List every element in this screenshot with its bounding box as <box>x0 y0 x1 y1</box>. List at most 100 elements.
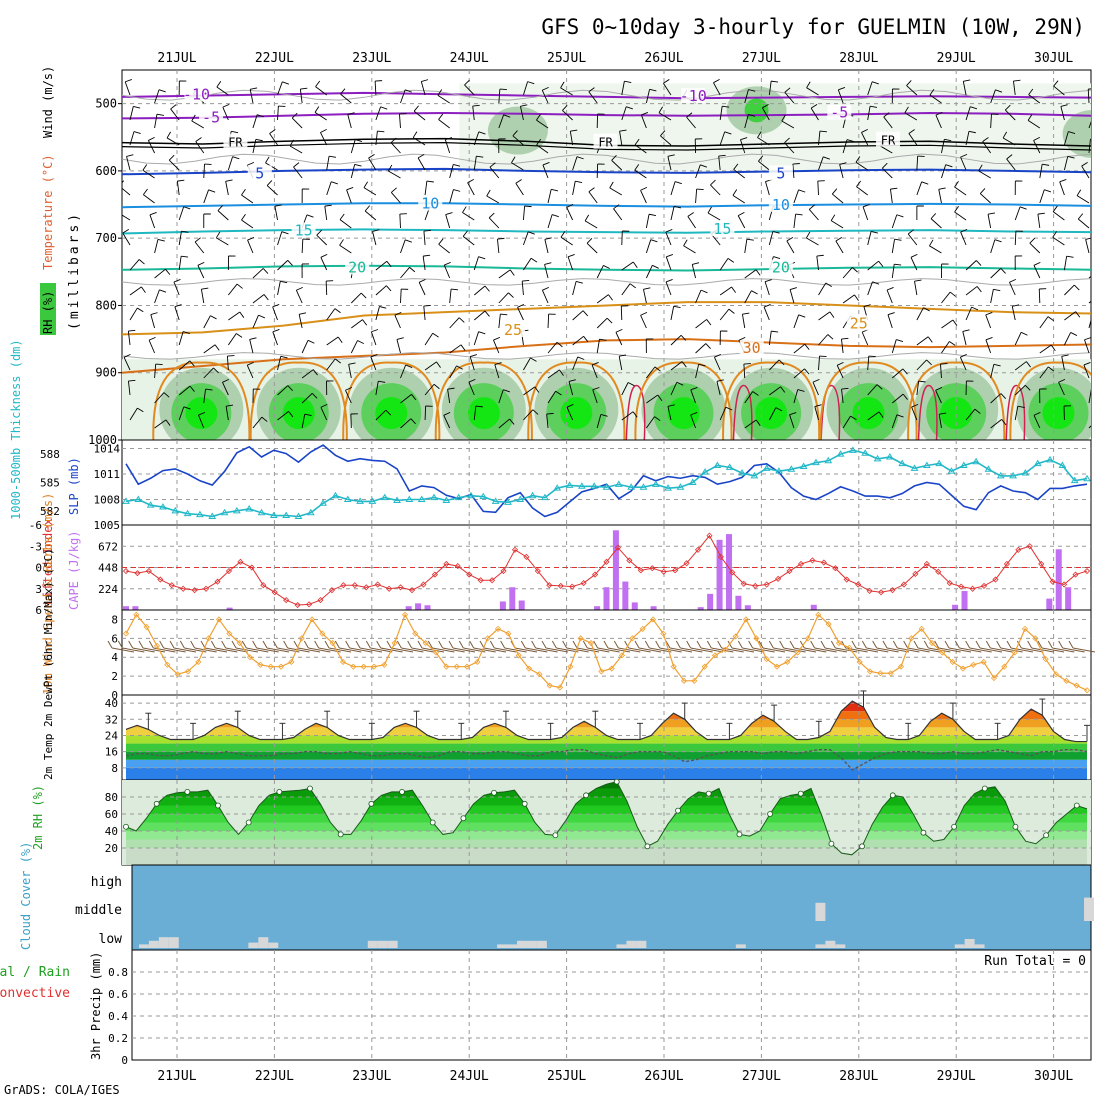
wind-barb <box>695 289 702 304</box>
wind-barb <box>272 331 278 346</box>
lifted-index-point <box>248 564 255 571</box>
wind-barb-flag <box>503 389 511 393</box>
wind-barb <box>351 319 363 329</box>
wind-barb-flag <box>421 79 429 82</box>
lifted-index-point <box>145 567 152 575</box>
contour-label: -10 <box>680 87 707 105</box>
cloud-low-bar <box>138 944 149 948</box>
wind-barb-flag <box>183 406 191 410</box>
cloud-low-bar <box>148 940 159 948</box>
wind-barb <box>154 268 166 279</box>
wind-barb <box>449 164 454 179</box>
wind-barb <box>618 356 623 371</box>
wind-barb-flag <box>907 229 914 235</box>
wind-barb-flag <box>222 103 230 108</box>
wind-barb-flag <box>320 403 328 408</box>
wind-barb <box>445 214 451 229</box>
wind-barb-flag <box>122 229 129 234</box>
wind-barb <box>498 269 511 279</box>
wind-barb-flag <box>377 130 385 133</box>
wind-barb-flag <box>493 336 501 341</box>
wind-speed-point <box>763 656 770 663</box>
rh-point <box>1012 823 1019 830</box>
wind-barb-flag <box>437 89 443 96</box>
wind-barb-flag <box>649 88 657 92</box>
thickness-point <box>479 492 488 500</box>
wind-barb <box>1087 88 1090 104</box>
slp-tick-label: 1014 <box>94 443 121 456</box>
wind-barb <box>710 184 721 196</box>
wind-barb-flag <box>1075 311 1081 318</box>
wind-barb <box>793 389 799 404</box>
wind-barb <box>621 382 629 396</box>
wind-barb <box>954 186 967 196</box>
wind-barb-flag <box>447 387 455 390</box>
day-label-bottom: 23JUL <box>352 1069 391 1084</box>
wind-barb-flag <box>839 162 847 165</box>
wind-barb-flag <box>306 214 314 218</box>
thickness-point <box>159 503 167 510</box>
cloud-low-bar <box>497 944 508 948</box>
wind-speed-point <box>835 639 843 647</box>
contour-label-bg <box>710 221 735 237</box>
wind-barb-flag <box>835 237 843 242</box>
wind-barb-10m <box>618 647 641 653</box>
wind-barb <box>978 170 991 179</box>
wind-barb <box>198 414 205 429</box>
wind-barb-10m <box>700 647 724 653</box>
wind-barb-flag <box>738 336 746 341</box>
wind-barb <box>541 90 549 104</box>
wind-barb <box>523 386 536 396</box>
wind-barb <box>572 335 584 346</box>
wind-barb-flag <box>1029 237 1036 244</box>
wind-barb-flag <box>166 131 172 139</box>
wind-barb-flag <box>159 289 167 293</box>
millibars-axis-label: (millibars) <box>67 211 82 330</box>
wind-barb-flag <box>968 130 976 134</box>
wind-barb <box>375 131 378 146</box>
wind-barb <box>364 210 377 221</box>
wind-barb-flag <box>208 189 216 193</box>
wind-frame <box>121 609 1092 696</box>
wind-barb-flag <box>364 205 371 212</box>
wind-barb-flag <box>868 355 876 358</box>
wind-barb-10m-flag <box>954 640 960 649</box>
wind-barb-flag <box>876 384 883 390</box>
contour-label-bg <box>291 222 316 238</box>
wind-barb-10m <box>690 647 713 653</box>
wind-barb <box>744 89 749 104</box>
wind-barb-flag <box>226 404 234 407</box>
wind-barb-flag <box>453 164 461 167</box>
lifted-index-point <box>1083 567 1091 575</box>
wind-barb <box>658 112 672 121</box>
wind-barb <box>891 339 897 354</box>
wind-barb-flag <box>468 378 476 383</box>
thickness-point <box>393 496 401 503</box>
wind-barb-10m <box>370 647 393 653</box>
wind-barb-10m <box>866 647 889 653</box>
wind-barb-flag <box>640 186 648 191</box>
wind-barb <box>166 137 180 146</box>
wind-barb <box>940 364 942 379</box>
wind-barb <box>733 169 746 179</box>
wind-barb <box>743 363 746 379</box>
wind-speed-point <box>133 611 140 618</box>
lifted-index-point <box>752 582 759 589</box>
wind-barb-flag <box>650 239 658 243</box>
wind-barb <box>289 145 303 154</box>
wind-barb <box>449 189 454 204</box>
wind-barb <box>562 110 573 121</box>
cloud-level-low: low <box>99 932 123 947</box>
wind-speed-point <box>360 663 367 670</box>
wind-barb-flag <box>830 214 836 221</box>
wind-barb-flag <box>150 312 158 315</box>
wind-barb-flag <box>137 407 144 413</box>
wind-barb <box>269 133 278 146</box>
wind-barb <box>643 289 647 304</box>
wind-barb-10m <box>793 647 817 653</box>
wind-barb-flag <box>778 359 785 366</box>
lifted-index-point <box>775 575 782 582</box>
lifted-index-point <box>923 560 930 568</box>
wind-speed-point <box>691 677 698 684</box>
lifted-index-point <box>466 571 473 578</box>
